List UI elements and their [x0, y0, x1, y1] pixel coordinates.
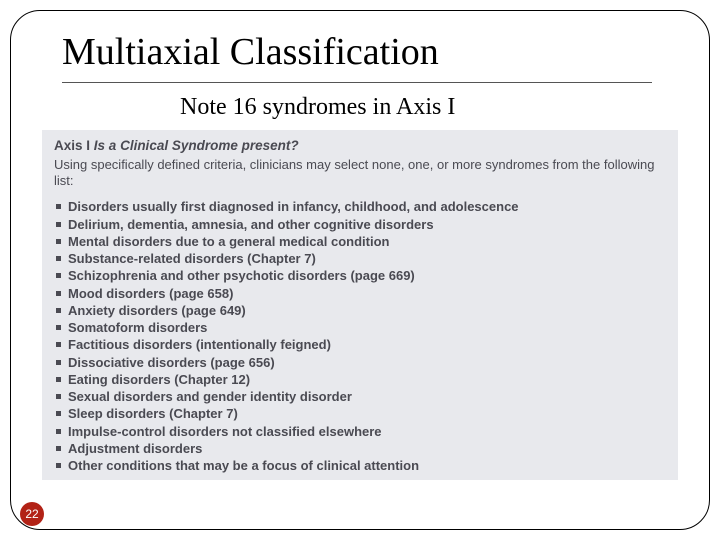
list-item: Sleep disorders (Chapter 7) [56, 406, 668, 422]
list-item: Mental disorders due to a general medica… [56, 234, 668, 250]
list-item: Anxiety disorders (page 649) [56, 303, 668, 319]
list-item: Dissociative disorders (page 656) [56, 355, 668, 371]
list-item: Sexual disorders and gender identity dis… [56, 389, 668, 405]
title-underline [62, 82, 652, 83]
list-item: Substance-related disorders (Chapter 7) [56, 251, 668, 267]
slide-subtitle: Note 16 syndromes in Axis I [180, 94, 455, 121]
list-item: Delirium, dementia, amnesia, and other c… [56, 217, 668, 233]
list-item: Impulse-control disorders not classified… [56, 424, 668, 440]
list-item: Eating disorders (Chapter 12) [56, 372, 668, 388]
syndrome-list: Disorders usually first diagnosed in inf… [56, 199, 668, 474]
panel-intro: Using specifically defined criteria, cli… [54, 157, 668, 190]
list-item: Somatoform disorders [56, 320, 668, 336]
axis-panel: Axis I Is a Clinical Syndrome present? U… [42, 130, 678, 480]
list-item: Disorders usually first diagnosed in inf… [56, 199, 668, 215]
page-number: 22 [25, 507, 38, 521]
panel-heading: Axis I Is a Clinical Syndrome present? [54, 138, 668, 155]
panel-heading-question: Is a Clinical Syndrome present? [94, 138, 299, 153]
list-item: Schizophrenia and other psychotic disord… [56, 268, 668, 284]
slide: Multiaxial Classification Note 16 syndro… [0, 0, 720, 540]
page-number-badge: 22 [20, 502, 44, 526]
panel-heading-axis: Axis I [54, 138, 90, 153]
list-item: Factitious disorders (intentionally feig… [56, 337, 668, 353]
list-item: Adjustment disorders [56, 441, 668, 457]
slide-title: Multiaxial Classification [62, 30, 439, 74]
list-item: Mood disorders (page 658) [56, 286, 668, 302]
list-item: Other conditions that may be a focus of … [56, 458, 668, 474]
